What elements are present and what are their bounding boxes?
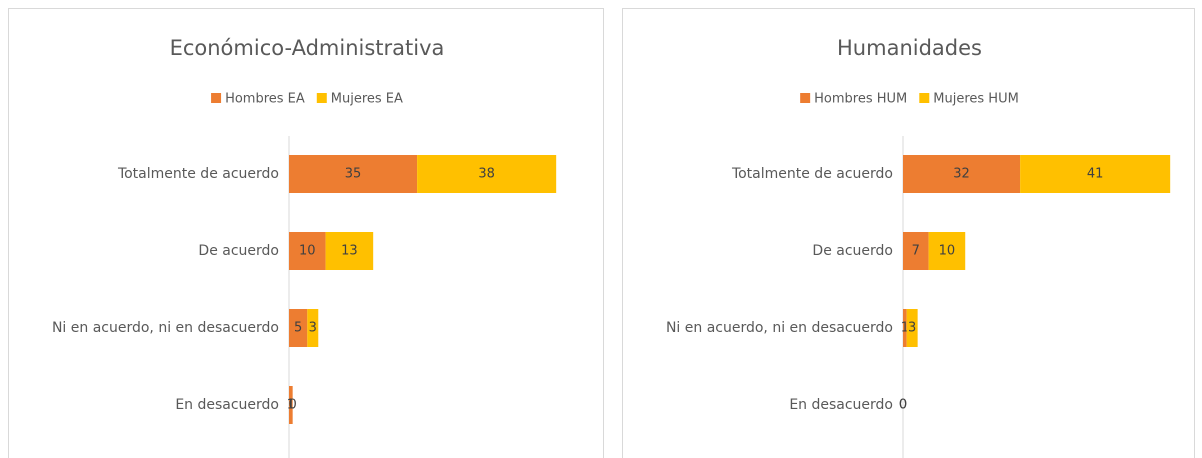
data-label: 10 [299, 244, 316, 259]
data-label: 10 [939, 244, 956, 259]
data-label: 0 [899, 398, 907, 413]
category-label: En desacuerdo [789, 397, 893, 413]
data-label: 3 [908, 321, 916, 336]
data-label: 7 [912, 244, 920, 259]
bar-segment [289, 309, 308, 347]
chart-title: Humanidades [837, 36, 982, 60]
bar-segment [289, 386, 293, 424]
bar-segment [289, 232, 326, 270]
category-label: De acuerdo [812, 243, 893, 259]
chart-title: Económico-Administrativa [170, 36, 445, 60]
category-label: Ni en acuerdo, ni en desacuerdo [52, 320, 279, 336]
bar-segment [903, 309, 907, 347]
legend-label: Hombres EA [225, 92, 305, 107]
data-label: 1 [901, 321, 909, 336]
data-label: 0 [289, 398, 297, 413]
bar-segment [906, 309, 918, 347]
data-label: 32 [953, 167, 970, 182]
legend-swatch [800, 93, 811, 103]
legend-label: Hombres HUM [814, 92, 907, 107]
data-label: 35 [345, 167, 362, 182]
data-label: 0 [899, 398, 907, 413]
legend-swatch [211, 93, 222, 103]
category-label: Totalmente de acuerdo [117, 166, 279, 182]
data-label: 1 [287, 398, 295, 413]
bar-segment [289, 155, 418, 193]
category-label: Ni en acuerdo, ni en desacuerdo [666, 320, 893, 336]
data-label: 5 [294, 321, 302, 336]
bar-segment [307, 309, 319, 347]
chart: Humanidades Hombres HUM Mujeres HUM Totalme… [622, 8, 1195, 458]
category-label: Totalmente de acuerdo [731, 166, 893, 182]
category-label: De acuerdo [198, 243, 279, 259]
bar-segment [903, 232, 929, 270]
category-label: En desacuerdo [175, 397, 279, 413]
data-label: 41 [1087, 167, 1104, 182]
chart: Económico-Administrativa Hombres EA Mujere… [8, 8, 604, 458]
legend-label: Mujeres EA [331, 92, 403, 107]
data-label: 3 [309, 321, 317, 336]
bar-segment [325, 232, 374, 270]
data-label: 13 [341, 244, 358, 259]
data-label: 38 [478, 167, 495, 182]
legend-label: Mujeres HUM [933, 92, 1019, 107]
legend-swatch [919, 93, 930, 103]
bar-segment [417, 155, 557, 193]
bar-segment [1020, 155, 1171, 193]
legend-swatch [316, 93, 327, 103]
bar-segment [903, 155, 1021, 193]
bar-segment [928, 232, 966, 270]
